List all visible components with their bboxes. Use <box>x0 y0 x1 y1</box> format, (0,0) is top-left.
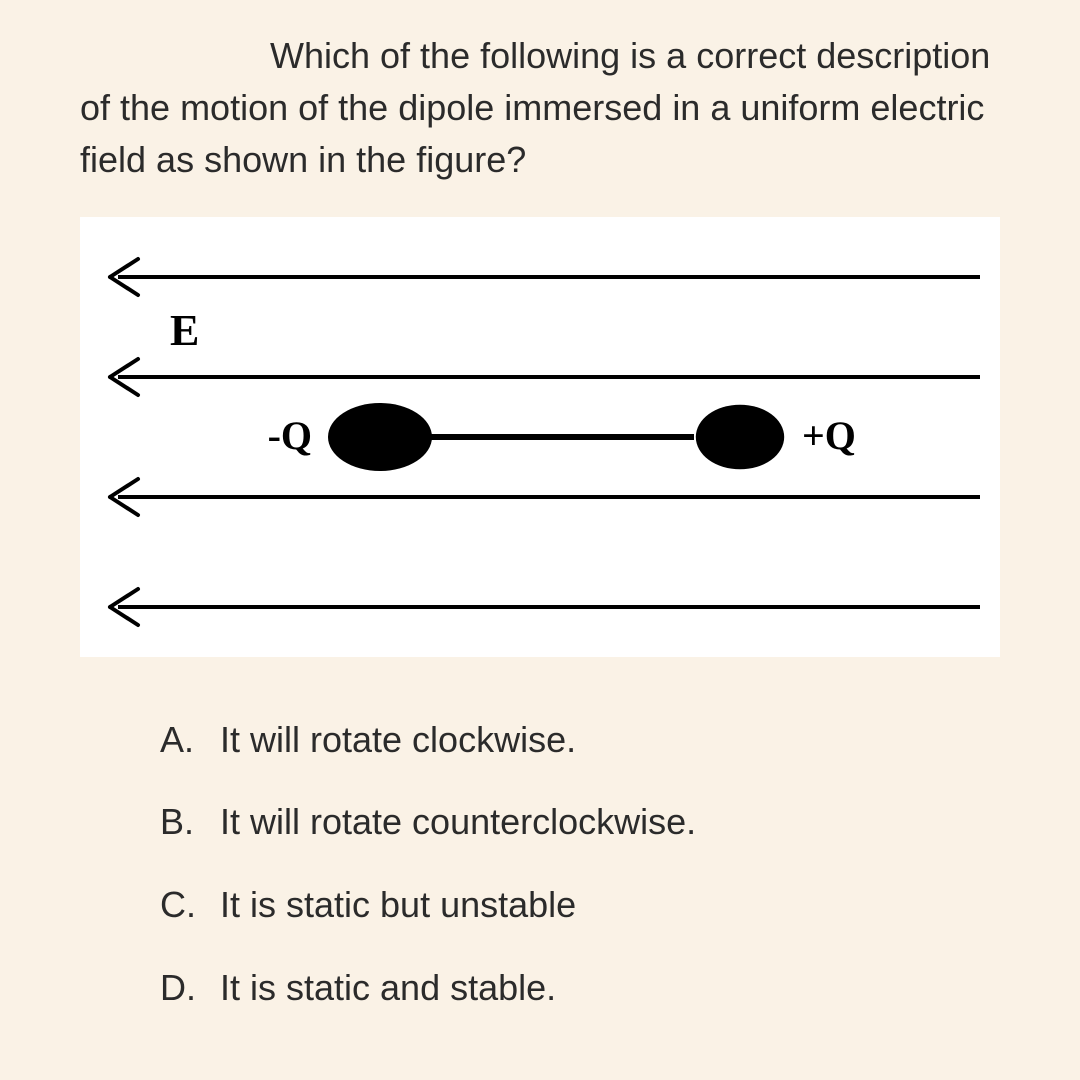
options-list: A. It will rotate clockwise. B. It will … <box>80 717 1000 1012</box>
option-text: It is static and stable. <box>220 965 556 1012</box>
option-letter: B. <box>160 799 220 846</box>
svg-text:E: E <box>170 306 199 355</box>
option-b: B. It will rotate counterclockwise. <box>160 799 1000 846</box>
option-a: A. It will rotate clockwise. <box>160 717 1000 764</box>
option-text: It will rotate counterclockwise. <box>220 799 696 846</box>
option-d: D. It is static and stable. <box>160 965 1000 1012</box>
figure-panel: E -Q +Q <box>80 217 1000 657</box>
svg-text:-Q: -Q <box>268 413 312 458</box>
option-letter: A. <box>160 717 220 764</box>
dipole-diagram: E -Q +Q <box>80 217 1000 657</box>
option-text: It will rotate clockwise. <box>220 717 576 764</box>
option-text: It is static but unstable <box>220 882 576 929</box>
option-letter: D. <box>160 965 220 1012</box>
question-text: Which of the following is a correct desc… <box>80 30 1000 187</box>
svg-text:+Q: +Q <box>802 413 856 458</box>
option-letter: C. <box>160 882 220 929</box>
option-c: C. It is static but unstable <box>160 882 1000 929</box>
